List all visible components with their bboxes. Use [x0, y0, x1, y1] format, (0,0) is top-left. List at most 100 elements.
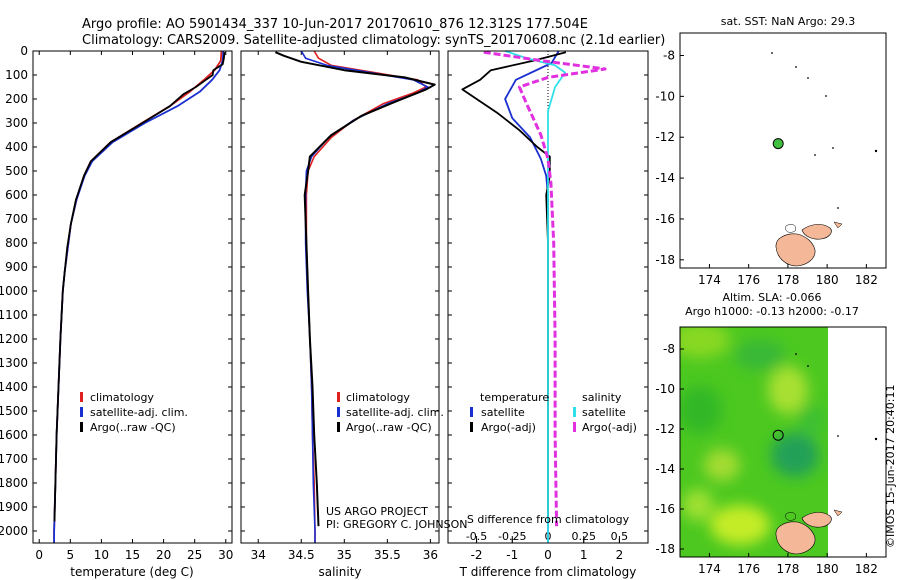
- temperature-diff-xlabel: T difference from climatology: [459, 565, 637, 579]
- map-y-tick-label: -16: [655, 502, 675, 516]
- fiji-vanua-levu: [801, 224, 832, 240]
- salinity-frame: [240, 50, 440, 544]
- legend-label-argo: Argo(..raw -QC): [346, 421, 432, 434]
- difference-axis-ticks: -2 -1 0 1 2-0.5 -0.25 0 0.25 0.5: [448, 50, 648, 562]
- y-tick-label: 1500: [0, 404, 28, 418]
- series-line-climatology: [305, 50, 427, 543]
- y-tick-label: 1000: [0, 284, 28, 298]
- sst-map-ticks: 174 176 178 180 182 -8 -10 -12 -14 -16 -18: [655, 48, 877, 287]
- temperature-series: [53, 50, 226, 543]
- sla-map-land: [775, 353, 878, 555]
- project-label: US ARGO PROJECT: [326, 505, 428, 518]
- legend-label-satellite: satellite-adj. clim.: [346, 406, 444, 419]
- x-tick-label: 30: [218, 548, 233, 562]
- legend-label-argo: Argo(..raw -QC): [90, 421, 176, 434]
- salinity-legend: climatology satellite-adj. clim. Argo(..…: [337, 391, 444, 434]
- y-tick-label: 1900: [0, 500, 28, 514]
- map-y-tick-label: -14: [655, 462, 675, 476]
- map-y-tick-label: -12: [655, 422, 675, 436]
- x-tick-label: 0: [35, 548, 43, 562]
- y-tick-label: 1400: [0, 380, 28, 394]
- x-tick-label: 2: [616, 548, 624, 562]
- x-tick-label: 15: [125, 548, 140, 562]
- y-tick-label: 1100: [0, 308, 28, 322]
- islet: [795, 353, 797, 355]
- sla-blob: [768, 366, 808, 414]
- series-line-s-satellite: [504, 50, 566, 543]
- sla-blob: [682, 489, 714, 521]
- sla-blob: [710, 505, 770, 545]
- sla-title-line2: Argo h1000: -0.13 h2000: -0.17: [685, 305, 859, 318]
- x-tick-label-secondary: 0.25: [571, 530, 596, 543]
- x-tick-label: 20: [156, 548, 171, 562]
- islet: [795, 66, 797, 68]
- map-y-tick-label: -14: [655, 171, 675, 185]
- map-y-tick-label: -12: [655, 130, 675, 144]
- legend-title-temperature: temperature: [480, 391, 549, 404]
- salinity-axis-ticks: 34 34.5 35 35.5 36: [241, 50, 439, 562]
- temperature-legend: climatology satellite-adj. clim. Argo(..…: [80, 391, 188, 434]
- y-tick-label: 1600: [0, 428, 28, 442]
- reef-outline: [785, 224, 796, 233]
- legend-swatch-t-argo: [470, 422, 473, 432]
- x-tick-label: 10: [94, 548, 109, 562]
- salinity-series: [275, 50, 436, 543]
- x-tick-label: 35.5: [374, 548, 401, 562]
- x-tick-label-secondary: 0.5: [611, 530, 629, 543]
- islet: [807, 77, 809, 79]
- x-tick-label-secondary: -0.25: [498, 530, 526, 543]
- x-tick-label-secondary: -0.5: [466, 530, 487, 543]
- map-x-tick-label: 178: [776, 273, 799, 287]
- temperature-axis-ticks: 0 5 10 15 20 25 300100200300400500600700800900…: [0, 44, 233, 562]
- sla-blob: [680, 327, 730, 358]
- x-tick-label: 35: [337, 548, 352, 562]
- series-line-satellite-adj-clim-: [300, 50, 429, 543]
- difference-panel: -2 -1 0 1 2-0.5 -0.25 0 0.25 0.5 temperature sal…: [447, 50, 649, 579]
- x-tick-label: -2: [471, 548, 483, 562]
- map-y-tick-label: -18: [655, 542, 675, 556]
- salinity-panel: 34 34.5 35 35.5 36 climatology satellite-adj…: [240, 50, 467, 579]
- map-y-tick-label: -8: [663, 342, 675, 356]
- map-x-tick-label: 180: [816, 562, 839, 576]
- x-tick-label: 0: [544, 548, 552, 562]
- legend-swatch-s-satellite: [573, 407, 576, 417]
- legend-title-salinity: salinity: [582, 391, 622, 404]
- islet: [837, 207, 839, 209]
- sst-map-title: sat. SST: NaN Argo: 29.3: [721, 15, 855, 28]
- legend-label-s-argo: Argo(-adj): [582, 421, 637, 434]
- x-tick-label: -1: [506, 548, 518, 562]
- map-x-tick-label: 180: [816, 273, 839, 287]
- taveuni-island: [833, 509, 843, 517]
- y-tick-label: 700: [5, 212, 28, 226]
- x-tick-label: 1: [580, 548, 588, 562]
- taveuni-island: [833, 221, 843, 229]
- x-tick-label: 34: [251, 548, 266, 562]
- sla-map-panel: Altim. SLA: -0.066 Argo h1000: -0.13 h20…: [655, 291, 887, 576]
- y-tick-label: 1800: [0, 476, 28, 490]
- difference-legend: temperature salinity satellite Argo(-adj…: [470, 391, 637, 434]
- temperature-xlabel: temperature (deg C): [70, 565, 193, 579]
- salinity-xlabel: salinity: [318, 565, 361, 579]
- sla-blob: [798, 404, 826, 436]
- difference-frame: [447, 50, 649, 544]
- sst-map-frame: [679, 32, 887, 269]
- islet: [874, 149, 878, 153]
- sla-title-line1: Altim. SLA: -0.066: [722, 291, 821, 304]
- x-tick-label: 34.5: [288, 548, 315, 562]
- map-x-tick-label: 174: [698, 562, 721, 576]
- y-tick-label: 2000: [0, 524, 28, 538]
- legend-label-satellite: satellite-adj. clim.: [90, 406, 188, 419]
- fiji-viti-levu: [775, 521, 816, 555]
- sla-blob: [771, 433, 819, 477]
- series-line-s-argo: [483, 50, 607, 527]
- figure-title-line2: Climatology: CARS2009. Satellite-adjuste…: [82, 33, 665, 48]
- sla-blob: [735, 340, 785, 370]
- map-x-tick-label: 182: [855, 562, 878, 576]
- legend-swatch-argo: [337, 422, 340, 432]
- copyright-stamp: ©IMOS 15-Jun-2017 20:40:11: [884, 384, 897, 548]
- map-x-tick-label: 174: [698, 273, 721, 287]
- legend-label-s-satellite: satellite: [582, 406, 626, 419]
- islet: [771, 52, 773, 54]
- legend-label-climatology: climatology: [90, 391, 154, 404]
